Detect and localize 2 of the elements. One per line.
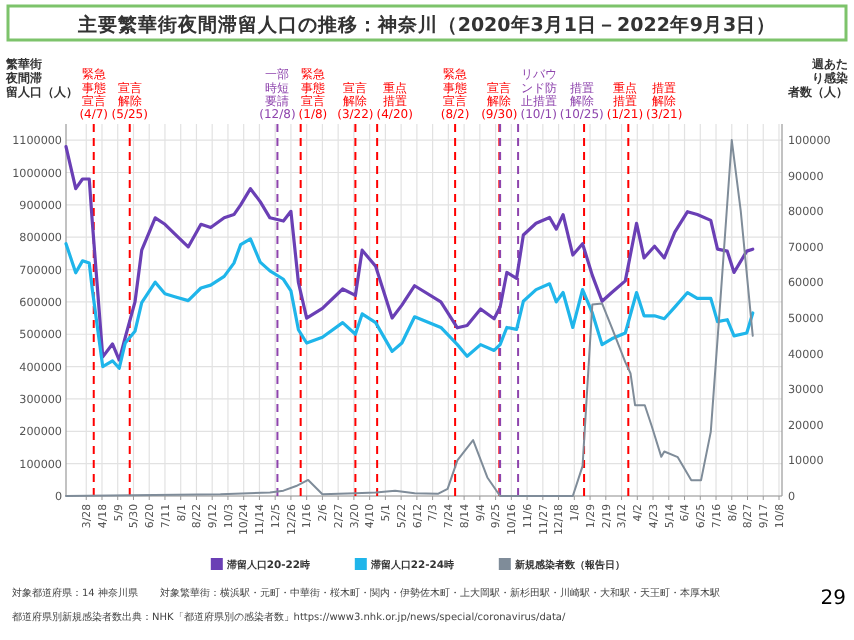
chart-title: 主要繁華街夜間滞留人口の推移：神奈川（2020年3月1日－2022年9月3日） — [75, 13, 777, 37]
text: 29 — [820, 588, 846, 610]
